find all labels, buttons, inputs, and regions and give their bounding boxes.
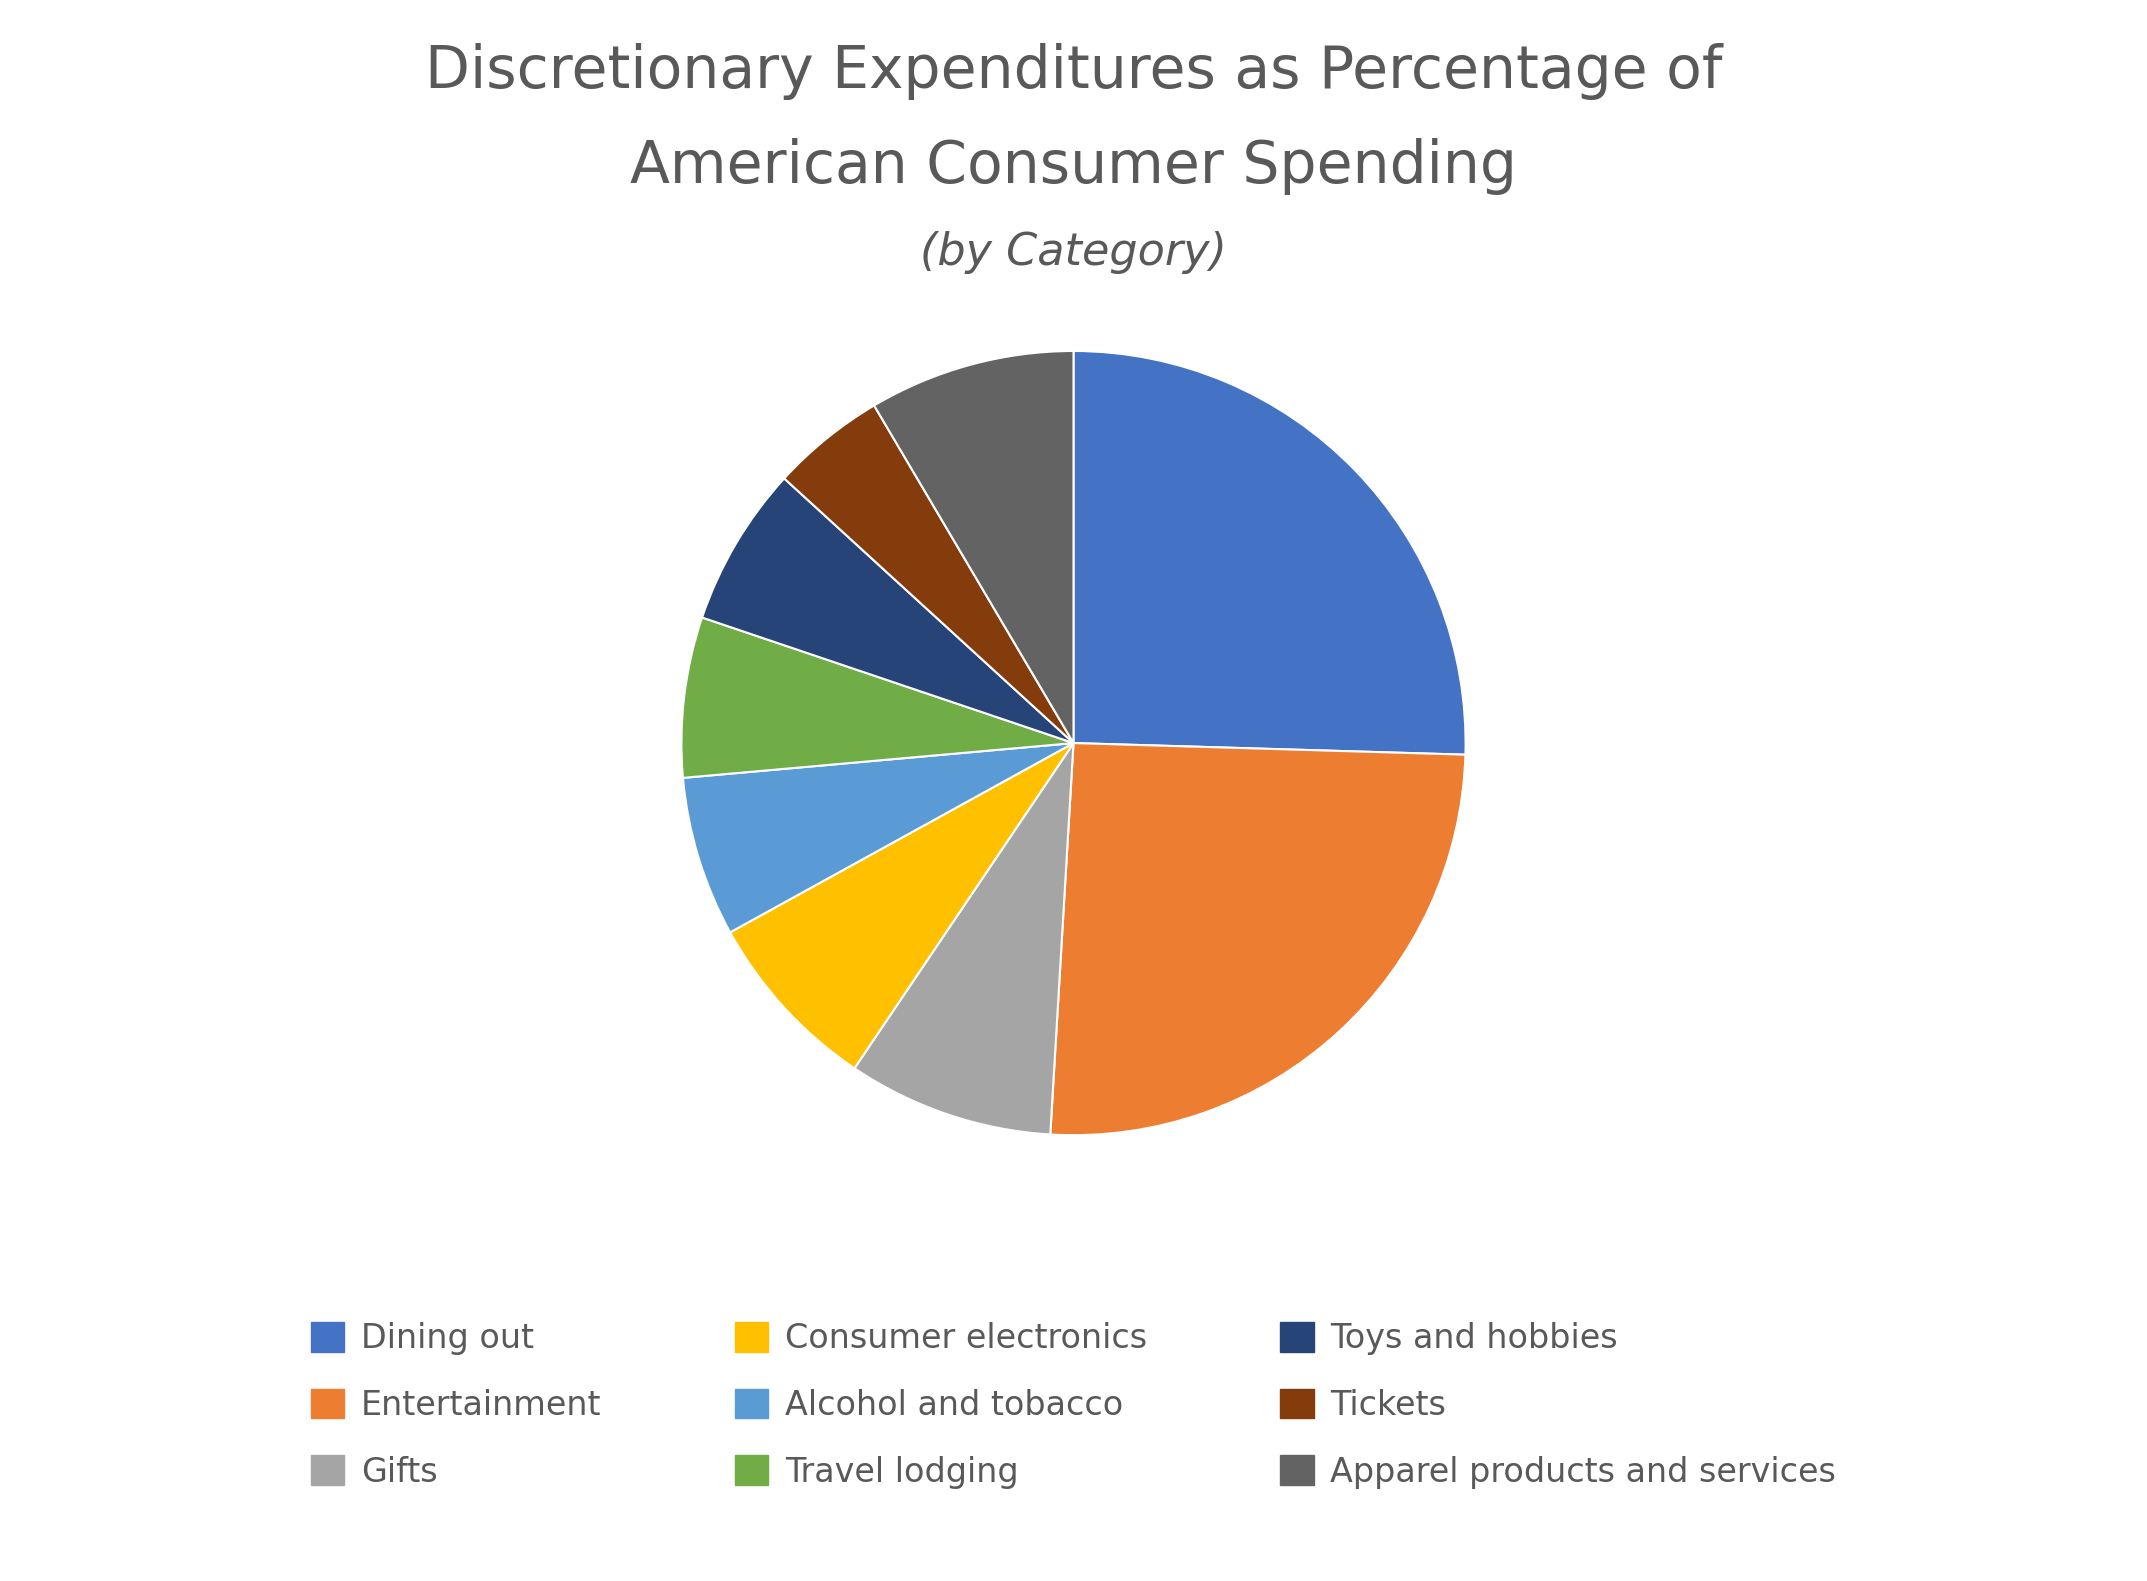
Wedge shape xyxy=(702,479,1074,743)
Wedge shape xyxy=(1074,351,1466,754)
Wedge shape xyxy=(681,618,1074,778)
Legend: Dining out, Entertainment, Gifts, Consumer electronics, Alcohol and tobacco, Tra: Dining out, Entertainment, Gifts, Consum… xyxy=(298,1309,1849,1502)
Wedge shape xyxy=(1050,743,1466,1135)
Wedge shape xyxy=(874,351,1074,743)
Wedge shape xyxy=(683,743,1074,933)
Text: (by Category): (by Category) xyxy=(921,231,1226,275)
Text: American Consumer Spending: American Consumer Spending xyxy=(629,138,1518,194)
Text: Discretionary Expenditures as Percentage of: Discretionary Expenditures as Percentage… xyxy=(425,43,1722,100)
Wedge shape xyxy=(730,743,1074,1069)
Wedge shape xyxy=(784,405,1074,743)
Wedge shape xyxy=(855,743,1074,1135)
